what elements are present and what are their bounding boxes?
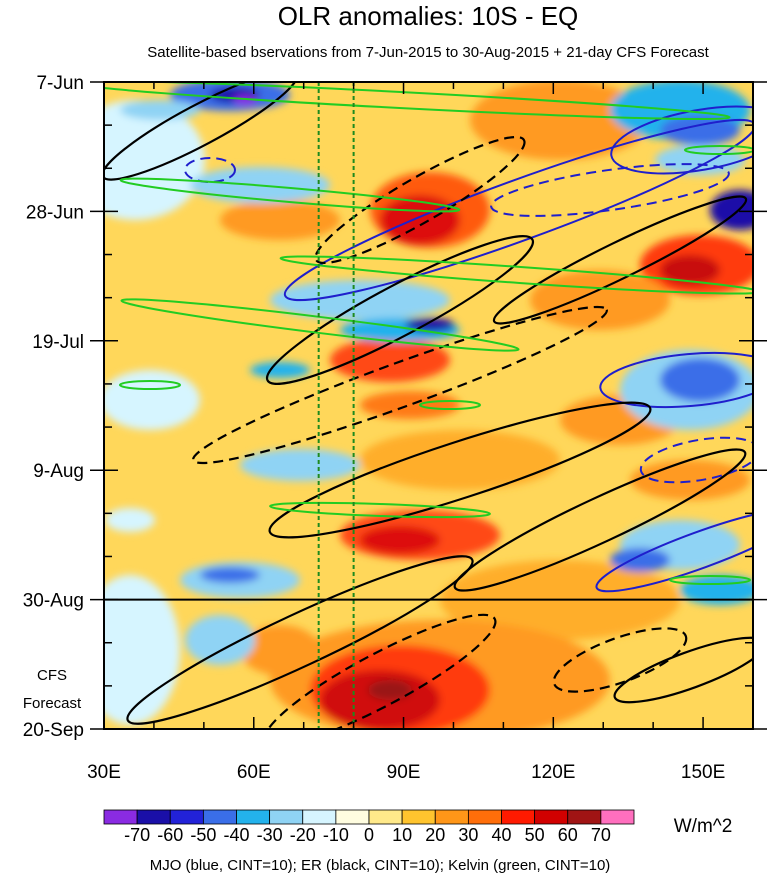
- mjo-contour: [599, 351, 753, 409]
- colorbar-label: 60: [558, 825, 578, 845]
- colorbar-label: 40: [491, 825, 511, 845]
- er-contour: [613, 636, 753, 704]
- colorbar-label: 30: [458, 825, 478, 845]
- colorbar-label: 50: [525, 825, 545, 845]
- colorbar-label: -20: [290, 825, 316, 845]
- colorbar-label: -40: [223, 825, 249, 845]
- colorbar-swatch: [103, 809, 138, 825]
- colorbar-label: -30: [257, 825, 283, 845]
- colorbar-swatch: [269, 809, 304, 825]
- colorbar-label: -50: [190, 825, 216, 845]
- colorbar-swatch: [169, 809, 204, 825]
- kelvin-contour: [119, 177, 461, 213]
- plot-frame: [103, 81, 754, 730]
- colorbar-units: W/m^2: [674, 816, 733, 837]
- colorbar-swatch: [335, 809, 370, 825]
- colorbar-swatch: [302, 809, 337, 825]
- forecast-label-line2: Forecast: [23, 695, 82, 712]
- y-tick-label: 19-Jul: [32, 332, 84, 353]
- er-contour: [453, 448, 747, 592]
- y-tick-label: 7-Jun: [36, 73, 84, 94]
- er-contour: [263, 613, 497, 729]
- colorbar-swatch: [567, 809, 602, 825]
- colorbar-label: -10: [323, 825, 349, 845]
- colorbar-swatch: [202, 809, 237, 825]
- colorbar-swatch: [467, 809, 502, 825]
- kelvin-contour: [279, 255, 753, 295]
- kelvin-contour: [269, 501, 491, 519]
- colorbar-label: 70: [591, 825, 611, 845]
- kelvin-contour: [104, 82, 731, 121]
- x-axis: 30E 60E 90E 120E 150E: [87, 82, 754, 783]
- kelvin-contour: [669, 575, 751, 585]
- mjo-contour: [610, 105, 753, 175]
- colorbar-swatch: [600, 809, 635, 825]
- chart-subtitle: Satellite-based bservations from 7-Jun-2…: [147, 44, 709, 61]
- er-contour: [314, 135, 526, 265]
- kelvin-contours: [104, 82, 753, 585]
- contour-legend: MJO (blue, CINT=10); ER (black, CINT=10)…: [150, 857, 611, 874]
- colorbar: -70 -60 -50 -40 -30 -20 -10 0 10 20 30 40 50 60 70: [103, 809, 635, 845]
- x-tick-label: 30E: [87, 762, 121, 783]
- y-axis: 7-Jun 28-Jun 19-Jul 9-Aug 30-Aug 20-Sep: [23, 73, 767, 741]
- er-contour: [552, 627, 688, 693]
- kelvin-contour: [684, 145, 753, 155]
- er-contour: [265, 235, 535, 385]
- x-tick-label: 60E: [237, 762, 271, 783]
- mjo-contour: [639, 436, 753, 484]
- kelvin-contour: [419, 400, 481, 410]
- mjo-contour: [490, 163, 730, 217]
- reference-lines: [317, 82, 355, 729]
- mjo-contour: [595, 507, 753, 593]
- chart-title: OLR anomalies: 10S - EQ: [278, 1, 579, 31]
- y-tick-label: 28-Jun: [26, 202, 84, 223]
- colorbar-swatch: [236, 809, 271, 825]
- er-contour: [126, 555, 474, 725]
- y-tick-label: 9-Aug: [33, 461, 84, 482]
- colorbar-swatch: [534, 809, 569, 825]
- colorbar-swatch: [501, 809, 536, 825]
- x-tick-label: 90E: [387, 762, 421, 783]
- kelvin-contour: [119, 380, 181, 390]
- er-contour: [268, 401, 652, 539]
- x-tick-label: 120E: [531, 762, 575, 783]
- colorbar-label: -70: [124, 825, 150, 845]
- forecast-label-line1: CFS: [37, 667, 67, 684]
- colorbar-label: 0: [364, 825, 374, 845]
- colorbar-swatch: [136, 809, 171, 825]
- colorbar-swatch: [434, 809, 469, 825]
- colorbar-swatch: [401, 809, 436, 825]
- y-tick-label: 20-Sep: [23, 720, 84, 741]
- colorbar-swatch: [368, 809, 403, 825]
- colorbar-label: -60: [157, 825, 183, 845]
- er-contour: [104, 82, 299, 181]
- y-tick-label: 30-Aug: [23, 591, 84, 612]
- mjo-contour: [184, 157, 236, 183]
- x-tick-label: 150E: [681, 762, 725, 783]
- colorbar-label: 20: [425, 825, 445, 845]
- colorbar-label: 10: [392, 825, 412, 845]
- positive-anomalies: [220, 82, 753, 729]
- kelvin-contour: [120, 298, 520, 352]
